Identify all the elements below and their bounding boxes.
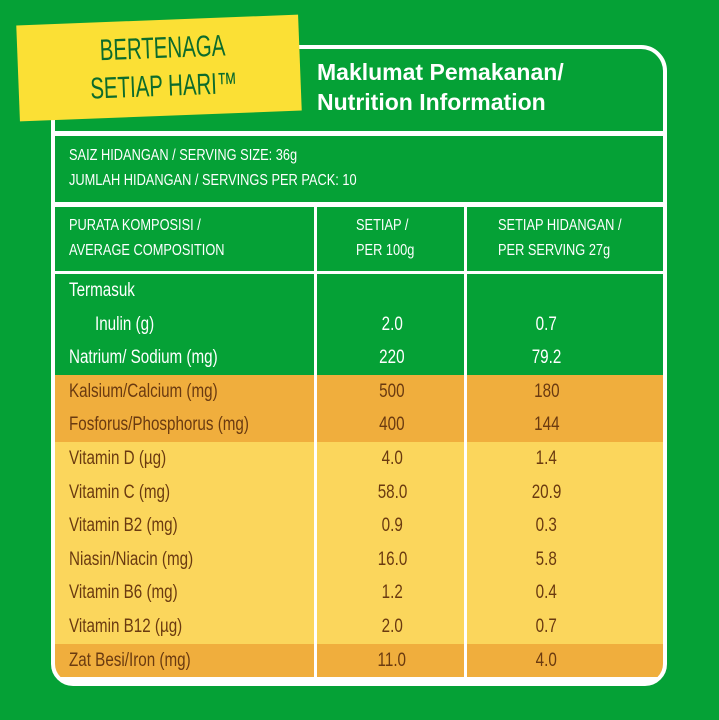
nutrition-panel: Maklumat Pemakanan/ Nutrition Informatio… bbox=[51, 45, 667, 686]
nutrient-row: Vitamin B2 (mg) 0.9 0.3 bbox=[55, 509, 663, 543]
value-per-100g: 11.0 bbox=[320, 643, 467, 678]
value-per-100g: 500 bbox=[320, 374, 467, 409]
value-per-100g: 16.0 bbox=[320, 542, 467, 577]
servings-per-pack: JUMLAH HIDANGAN / SERVINGS PER PACK: 10 bbox=[69, 172, 357, 189]
nutrient-name: Natrium/ Sodium (mg) bbox=[55, 341, 317, 375]
serving-info: SAIZ HIDANGAN / SERVING SIZE: 36g JUMLAH… bbox=[55, 136, 663, 202]
nutrient-name: Inulin (g) bbox=[55, 307, 317, 342]
value-per-serving: 0.7 bbox=[535, 313, 558, 335]
value-per-serving: 1.4 bbox=[535, 447, 558, 469]
nutrient-name: Niasin/Niacin (mg) bbox=[55, 542, 317, 577]
column-header-composition: PURATA KOMPOSISI / AVERAGE COMPOSITION bbox=[55, 207, 317, 271]
value-per-serving: 0.7 bbox=[535, 615, 558, 637]
column-header-per-serving: SETIAP HIDANGAN / PER SERVING 27g bbox=[498, 217, 622, 259]
value-per-serving: 0.3 bbox=[535, 515, 558, 537]
nutrient-row: Niasin/Niacin (mg) 16.0 5.8 bbox=[55, 542, 663, 577]
nutrient-name: Vitamin B2 (mg) bbox=[55, 509, 317, 543]
nutrient-row: Vitamin D (µg) 4.0 1.4 bbox=[55, 441, 663, 476]
nutrient-row: Vitamin C (mg) 58.0 20.9 bbox=[55, 475, 663, 510]
value-per-100g: 2.0 bbox=[320, 609, 467, 644]
value-per-100g: 58.0 bbox=[320, 475, 467, 510]
slogan-badge: BERTENAGA SETIAP HARI™ bbox=[16, 14, 302, 122]
value-per-serving: 20.9 bbox=[531, 481, 562, 503]
value-per-100g: 4.0 bbox=[320, 441, 467, 476]
nutrient-name: Kalsium/Calcium (mg) bbox=[55, 374, 317, 409]
nutrient-row: Vitamin B12 (µg) 2.0 0.7 bbox=[55, 609, 663, 644]
value-per-100g: 0.9 bbox=[320, 509, 467, 543]
nutrient-row: Zat Besi/Iron (mg) 11.0 4.0 bbox=[55, 643, 663, 678]
nutrient-name: Vitamin C (mg) bbox=[55, 475, 317, 510]
panel-title: Maklumat Pemakanan/ Nutrition Informatio… bbox=[317, 57, 564, 117]
value-per-100g: 2.0 bbox=[320, 307, 467, 342]
slogan-line-1: BERTENAGA bbox=[98, 29, 226, 68]
value-per-serving: 79.2 bbox=[531, 347, 562, 369]
nutrient-row: Fosforus/Phosphorus (mg) 400 144 bbox=[55, 408, 663, 442]
nutrient-row: Termasuk bbox=[55, 274, 663, 308]
column-headers: PURATA KOMPOSISI / AVERAGE COMPOSITION S… bbox=[55, 207, 663, 271]
nutrient-name: Vitamin B6 (mg) bbox=[55, 576, 317, 610]
value-per-serving: 5.8 bbox=[535, 548, 558, 570]
value-per-100g: 400 bbox=[320, 408, 467, 442]
value-per-serving: 4.0 bbox=[535, 649, 558, 671]
nutrient-row: Natrium/ Sodium (mg) 220 79.2 bbox=[55, 341, 663, 375]
column-header-per-100g: SETIAP / PER 100g bbox=[320, 207, 467, 271]
nutrient-row: Kalsium/Calcium (mg) 500 180 bbox=[55, 374, 663, 409]
nutrient-table: Termasuk Inulin (g) 2.0 0.7 Natrium/ Sodi… bbox=[55, 274, 663, 682]
value-per-serving: 0.4 bbox=[535, 582, 558, 604]
value-per-serving bbox=[470, 274, 663, 308]
value-per-serving: 180 bbox=[533, 380, 560, 402]
nutrient-name: Fosforus/Phosphorus (mg) bbox=[55, 408, 317, 442]
value-per-100g: 1.2 bbox=[320, 576, 467, 610]
value-per-100g: 220 bbox=[320, 341, 467, 375]
nutrient-row: Vitamin B6 (mg) 1.2 0.4 bbox=[55, 576, 663, 610]
nutrient-name: Zat Besi/Iron (mg) bbox=[55, 643, 317, 678]
value-per-serving: 144 bbox=[533, 414, 560, 436]
title-line-2: Nutrition Information bbox=[317, 89, 546, 115]
nutrient-row: Inulin (g) 2.0 0.7 bbox=[55, 307, 663, 342]
nutrient-name: Vitamin D (µg) bbox=[55, 441, 317, 476]
nutrient-name: Termasuk bbox=[55, 274, 317, 308]
value-per-100g bbox=[320, 274, 467, 308]
serving-size: SAIZ HIDANGAN / SERVING SIZE: 36g bbox=[69, 147, 298, 164]
nutrient-name: Vitamin B12 (µg) bbox=[55, 609, 317, 644]
slogan-line-2: SETIAP HARI™ bbox=[89, 67, 238, 106]
title-line-1: Maklumat Pemakanan/ bbox=[317, 59, 564, 85]
